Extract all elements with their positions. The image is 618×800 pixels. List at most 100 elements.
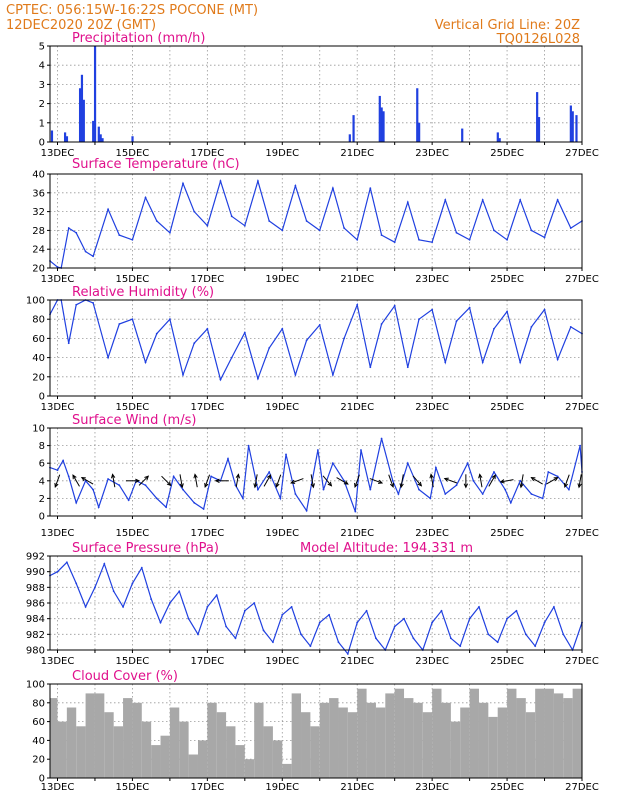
data-point — [215, 594, 218, 597]
data-point — [225, 625, 227, 628]
wind-arrow-head — [310, 483, 315, 489]
y-tick-label: 20 — [32, 264, 45, 275]
data-point — [354, 510, 357, 513]
cloud-bar — [507, 688, 517, 778]
panel-title: Surface Pressure (hPa) — [72, 541, 219, 556]
wind-arrow — [463, 474, 469, 489]
data-point — [202, 508, 205, 510]
y-tick-label: 100 — [26, 680, 45, 691]
plot-frame — [49, 173, 583, 269]
data-point — [412, 637, 415, 640]
cloud-bar — [385, 693, 395, 778]
data-point — [369, 488, 372, 491]
precip-bar — [352, 115, 355, 142]
wind-arrow-shaft — [400, 474, 404, 488]
x-tick-label: 21DEC — [340, 148, 374, 159]
cloud-bar — [544, 688, 554, 778]
wind-arrow-shaft — [430, 474, 434, 488]
data-point — [556, 198, 559, 201]
wind-arrow-head — [80, 476, 86, 482]
data-point — [530, 325, 533, 328]
cloud-bar — [553, 693, 564, 778]
plot-frame — [49, 299, 583, 397]
x-tick-label: 23DEC — [415, 274, 449, 285]
data-point — [318, 229, 321, 232]
data-point — [268, 471, 271, 473]
x-tick-label: 27DEC — [565, 274, 599, 285]
data-point — [253, 602, 256, 604]
cloud-bar — [188, 754, 198, 778]
cloud-bar — [488, 716, 498, 778]
data-point — [131, 318, 134, 321]
wind-arrow-head — [399, 483, 404, 489]
precip-bar — [97, 126, 100, 142]
data-point — [309, 645, 312, 647]
wind-arrow — [530, 476, 543, 485]
wind-arrow — [322, 475, 333, 487]
wind-arrow-shaft — [412, 475, 422, 487]
data-point — [444, 198, 447, 201]
wind-arrow — [214, 478, 229, 483]
data-point — [294, 493, 297, 495]
wind-arrow — [235, 473, 241, 488]
wind-arrow — [253, 474, 258, 489]
data-point — [56, 469, 59, 472]
data-point — [243, 331, 246, 334]
data-point — [496, 641, 499, 644]
wind-arrow — [204, 474, 211, 488]
data-point — [281, 229, 284, 232]
data-point — [506, 617, 508, 620]
data-point — [434, 466, 437, 469]
data-point — [56, 570, 59, 573]
data-point — [243, 224, 246, 227]
data-point — [103, 562, 106, 565]
cloud-bar — [404, 698, 414, 778]
wind-arrow-shaft — [72, 474, 80, 487]
x-tick-label: 27DEC — [565, 402, 599, 413]
cloud-bar — [329, 698, 339, 778]
cloud-bar — [413, 702, 423, 778]
data-point — [444, 493, 447, 495]
x-tick-label: 15DEC — [116, 274, 150, 285]
data-point — [144, 361, 147, 364]
data-point — [230, 215, 233, 218]
wind-arrow — [429, 473, 434, 488]
y-tick-label: 0 — [39, 512, 45, 523]
y-tick-label: 988 — [26, 583, 45, 594]
y-tick-label: 0 — [39, 774, 45, 785]
wind-arrow — [443, 477, 458, 484]
wind-arrow-head — [463, 483, 469, 489]
x-tick-label: 13DEC — [41, 528, 75, 539]
x-tick-label: 23DEC — [415, 148, 449, 159]
x-tick-label: 17DEC — [190, 402, 224, 413]
cloud-bar — [497, 707, 508, 778]
data-point — [75, 501, 78, 504]
wind-arrow-head — [478, 473, 483, 479]
data-point — [84, 606, 87, 608]
x-tick-label: 21DEC — [340, 274, 374, 285]
data-point — [268, 347, 271, 349]
x-tick-label: 13DEC — [41, 148, 75, 159]
x-tick-label: 15DEC — [116, 782, 150, 793]
data-point — [242, 497, 244, 500]
data-point — [553, 606, 555, 608]
wind-arrow — [179, 474, 184, 489]
data-point — [193, 342, 196, 345]
header-grid-line: Vertical Grid Line: 20Z — [435, 18, 580, 33]
x-tick-label: 13DEC — [41, 656, 75, 667]
precip-bar — [93, 46, 97, 142]
x-tick-label: 27DEC — [565, 528, 599, 539]
x-tick-label: 17DEC — [190, 782, 224, 793]
series-line — [49, 178, 583, 269]
wind-arrow-head — [179, 483, 184, 489]
wind-arrow-head — [166, 481, 172, 487]
wind-arrow-head — [354, 482, 359, 488]
data-point — [227, 457, 229, 460]
data-point — [406, 366, 409, 369]
precip-bar — [569, 105, 572, 142]
x-tick-label: 17DEC — [190, 148, 224, 159]
cloud-bar — [535, 688, 545, 778]
x-tick-label: 21DEC — [340, 782, 374, 793]
x-tick-label: 21DEC — [340, 656, 374, 667]
